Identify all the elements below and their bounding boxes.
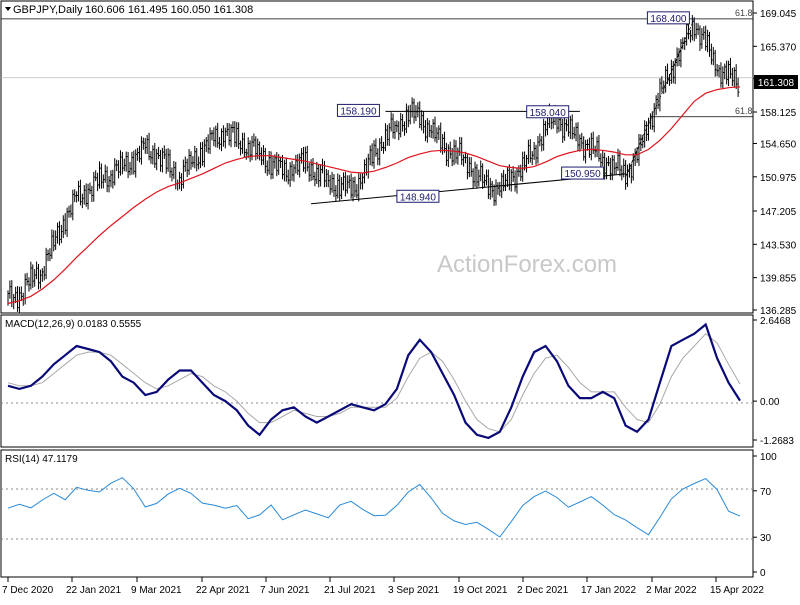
price-axis: 169.045165.370161.860158.125154.650150.9…	[753, 9, 797, 317]
time-tick-label: 17 Jan 2022	[581, 585, 636, 596]
price-tick-label: 136.285	[760, 306, 797, 317]
time-tick-label: 22 Jan 2021	[66, 585, 121, 596]
macd-label: MACD(12,26,9) 0.0183 0.5555	[5, 319, 142, 330]
price-tick-label: 143.530	[760, 240, 797, 251]
level-label: 158.040	[530, 108, 567, 119]
time-tick-label: 19 Oct 2021	[453, 585, 508, 596]
level-box	[396, 189, 440, 203]
rsi-tick-label: 30	[760, 533, 772, 544]
time-tick-label: 3 Sep 2021	[388, 585, 440, 596]
last-price-value: 161.308	[758, 78, 795, 89]
price-tick-label: 139.855	[760, 274, 797, 285]
macd-tick-label: -1.2683	[760, 436, 794, 447]
rsi-panel-frame	[0, 449, 754, 578]
time-tick-label: 2 Dec 2021	[517, 585, 569, 596]
rsi-axis: 100 70 30 0	[753, 452, 777, 579]
level-box	[336, 103, 380, 117]
level-label: 148.940	[400, 192, 437, 203]
moving-average-line	[7, 86, 741, 305]
level-box	[526, 105, 570, 119]
symbol-label: GBPJPY,Daily	[13, 4, 83, 16]
rsi-line	[7, 477, 741, 538]
macd-panel-frame	[0, 314, 754, 448]
fib-label-lower: 61.8	[735, 106, 753, 116]
fib-label-upper: 61.8	[735, 8, 753, 18]
ohlc-label: 160.606 161.495 160.050 161.308	[85, 4, 253, 16]
time-tick-label: 7 Jun 2021	[260, 585, 310, 596]
rsi-label: RSI(14) 47.1179	[5, 454, 78, 465]
watermark: ActionForex.com	[437, 251, 617, 278]
time-tick-label: 7 Dec 2020	[2, 585, 54, 596]
level-label: 150.950	[565, 169, 602, 180]
price-annotations: 168.400 158.190 158.040 150.950 148.940	[336, 11, 690, 203]
price-tick-label: 165.370	[760, 42, 797, 53]
level-label: 168.400	[650, 14, 687, 25]
rsi-tick-label: 70	[760, 487, 772, 498]
time-tick-label: 2 Mar 2022	[646, 585, 697, 596]
level-box	[561, 166, 605, 180]
macd-axis: 2.6468 0.00 -1.2683	[753, 316, 794, 447]
macd-signal-line	[7, 333, 741, 433]
macd-line	[7, 322, 741, 440]
rsi-tick-label: 100	[760, 452, 777, 463]
time-tick-label: 9 Mar 2021	[131, 585, 182, 596]
last-price-tag	[754, 75, 798, 89]
time-tick-label: 21 Jul 2021	[324, 585, 376, 596]
macd-tick-label: 0.00	[760, 397, 780, 408]
price-panel-frame	[0, 0, 754, 314]
dropdown-triangle-icon[interactable]	[5, 7, 11, 11]
macd-tick-label: 2.6468	[760, 316, 791, 327]
price-tick-label: 154.650	[760, 140, 797, 151]
price-tick-label: 158.125	[760, 108, 797, 119]
time-tick-label: 15 Apr 2022	[710, 585, 764, 596]
time-tick-label: 22 Apr 2021	[196, 585, 250, 596]
price-tick-label: 169.045	[760, 9, 797, 20]
price-bars	[7, 15, 740, 313]
rsi-tick-label: 0	[760, 568, 766, 579]
time-axis: 7 Dec 2020 22 Jan 2021 9 Mar 2021 22 Apr 20…	[2, 577, 764, 596]
level-box	[646, 11, 690, 25]
price-tick-label: 147.205	[760, 207, 797, 218]
level-label: 158.190	[340, 106, 377, 117]
price-tick-label: 150.975	[760, 173, 797, 184]
